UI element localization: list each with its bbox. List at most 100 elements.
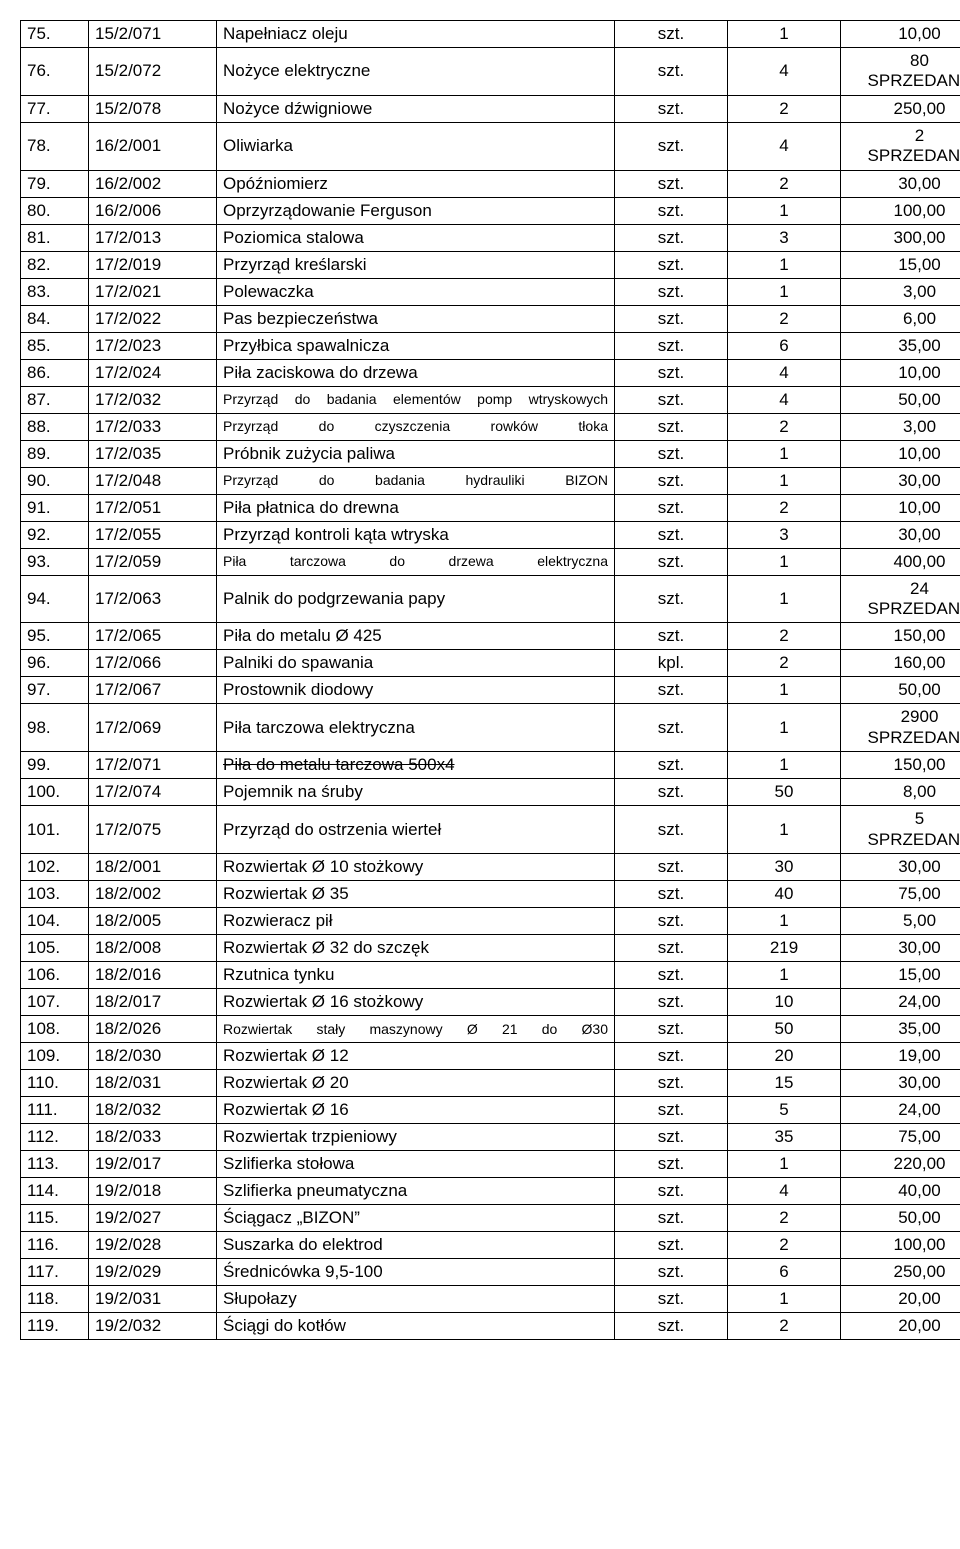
item-code: 17/2/024: [89, 359, 217, 386]
item-price: 8,00: [841, 779, 960, 806]
item-qty: 1: [728, 251, 841, 278]
table-row: 80.16/2/006Oprzyrządowanie Fergusonszt.1…: [21, 197, 960, 224]
item-price: 5SPRZEDANE: [841, 806, 960, 854]
item-unit: szt.: [615, 575, 728, 623]
item-price: 30,00: [841, 934, 960, 961]
item-qty: 1: [728, 704, 841, 752]
item-unit: szt.: [615, 305, 728, 332]
item-name: Próbnik zużycia paliwa: [217, 440, 615, 467]
item-code: 18/2/031: [89, 1069, 217, 1096]
row-number: 113.: [21, 1150, 89, 1177]
item-price: 40,00: [841, 1177, 960, 1204]
table-row: 91.17/2/051Piła płatnica do drewnaszt.21…: [21, 494, 960, 521]
item-code: 17/2/067: [89, 677, 217, 704]
item-code: 17/2/021: [89, 278, 217, 305]
item-price: 20,00: [841, 1285, 960, 1312]
item-unit: szt.: [615, 548, 728, 575]
item-qty: 4: [728, 122, 841, 170]
item-unit: kpl.: [615, 650, 728, 677]
item-unit: szt.: [615, 332, 728, 359]
item-unit: szt.: [615, 988, 728, 1015]
item-qty: 2: [728, 95, 841, 122]
item-unit: szt.: [615, 1150, 728, 1177]
item-name: Ściągacz „BIZON”: [217, 1204, 615, 1231]
table-row: 95.17/2/065Piła do metalu Ø 425szt.2150,…: [21, 623, 960, 650]
item-unit: szt.: [615, 752, 728, 779]
item-price: 50,00: [841, 1204, 960, 1231]
item-unit: szt.: [615, 1258, 728, 1285]
table-row: 118.19/2/031Słupołazyszt.120,00: [21, 1285, 960, 1312]
item-code: 17/2/035: [89, 440, 217, 467]
item-code: 17/2/066: [89, 650, 217, 677]
item-qty: 40: [728, 880, 841, 907]
item-name: Piła zaciskowa do drzewa: [217, 359, 615, 386]
item-name: Przyrząd do ostrzenia wierteł: [217, 806, 615, 854]
item-code: 17/2/022: [89, 305, 217, 332]
item-name: Napełniacz oleju: [217, 21, 615, 48]
table-row: 81.17/2/013Poziomica stalowaszt.3300,00: [21, 224, 960, 251]
item-qty: 2: [728, 413, 841, 440]
item-name: Przyrząd do czyszczenia rowków tłoka: [217, 413, 615, 440]
row-number: 114.: [21, 1177, 89, 1204]
item-code: 19/2/028: [89, 1231, 217, 1258]
row-number: 78.: [21, 122, 89, 170]
table-row: 79.16/2/002Opóźniomierzszt.230,00: [21, 170, 960, 197]
item-qty: 1: [728, 806, 841, 854]
item-qty: 1: [728, 467, 841, 494]
item-price: 15,00: [841, 251, 960, 278]
item-qty: 1: [728, 677, 841, 704]
item-name: Słupołazy: [217, 1285, 615, 1312]
item-qty: 3: [728, 224, 841, 251]
item-qty: 2: [728, 1231, 841, 1258]
item-name: Palnik do podgrzewania papy: [217, 575, 615, 623]
row-number: 89.: [21, 440, 89, 467]
item-unit: szt.: [615, 880, 728, 907]
item-name: Pojemnik na śruby: [217, 779, 615, 806]
item-price: 24SPRZEDANE: [841, 575, 960, 623]
item-qty: 35: [728, 1123, 841, 1150]
table-row: 116.19/2/028Suszarka do elektrodszt.2100…: [21, 1231, 960, 1258]
item-price: 50,00: [841, 677, 960, 704]
item-unit: szt.: [615, 48, 728, 96]
row-number: 92.: [21, 521, 89, 548]
item-price: 150,00: [841, 623, 960, 650]
table-row: 77.15/2/078Nożyce dźwignioweszt.2250,00: [21, 95, 960, 122]
item-unit: szt.: [615, 1069, 728, 1096]
row-number: 105.: [21, 934, 89, 961]
item-unit: szt.: [615, 494, 728, 521]
item-name: Przyrząd kreślarski: [217, 251, 615, 278]
item-name: Prostownik diodowy: [217, 677, 615, 704]
item-unit: szt.: [615, 170, 728, 197]
item-code: 18/2/001: [89, 853, 217, 880]
item-name: Opóźniomierz: [217, 170, 615, 197]
item-price: 10,00: [841, 359, 960, 386]
item-code: 17/2/051: [89, 494, 217, 521]
row-number: 111.: [21, 1096, 89, 1123]
item-unit: szt.: [615, 1177, 728, 1204]
table-row: 108.18/2/026Rozwiertak stały maszynowy Ø…: [21, 1015, 960, 1042]
item-code: 19/2/029: [89, 1258, 217, 1285]
row-number: 77.: [21, 95, 89, 122]
row-number: 88.: [21, 413, 89, 440]
item-name: Rozwiertak Ø 16: [217, 1096, 615, 1123]
item-code: 17/2/032: [89, 386, 217, 413]
item-qty: 2: [728, 305, 841, 332]
item-price: 6,00: [841, 305, 960, 332]
item-unit: szt.: [615, 853, 728, 880]
item-price: 150,00: [841, 752, 960, 779]
item-price: 30,00: [841, 467, 960, 494]
item-qty: 1: [728, 197, 841, 224]
table-row: 88.17/2/033Przyrząd do czyszczenia rowkó…: [21, 413, 960, 440]
item-name: Szlifierka stołowa: [217, 1150, 615, 1177]
item-qty: 1: [728, 278, 841, 305]
row-number: 81.: [21, 224, 89, 251]
item-qty: 3: [728, 521, 841, 548]
item-name: Poziomica stalowa: [217, 224, 615, 251]
item-code: 19/2/018: [89, 1177, 217, 1204]
item-code: 15/2/078: [89, 95, 217, 122]
item-qty: 30: [728, 853, 841, 880]
item-code: 17/2/033: [89, 413, 217, 440]
row-number: 110.: [21, 1069, 89, 1096]
item-unit: szt.: [615, 907, 728, 934]
item-code: 18/2/002: [89, 880, 217, 907]
